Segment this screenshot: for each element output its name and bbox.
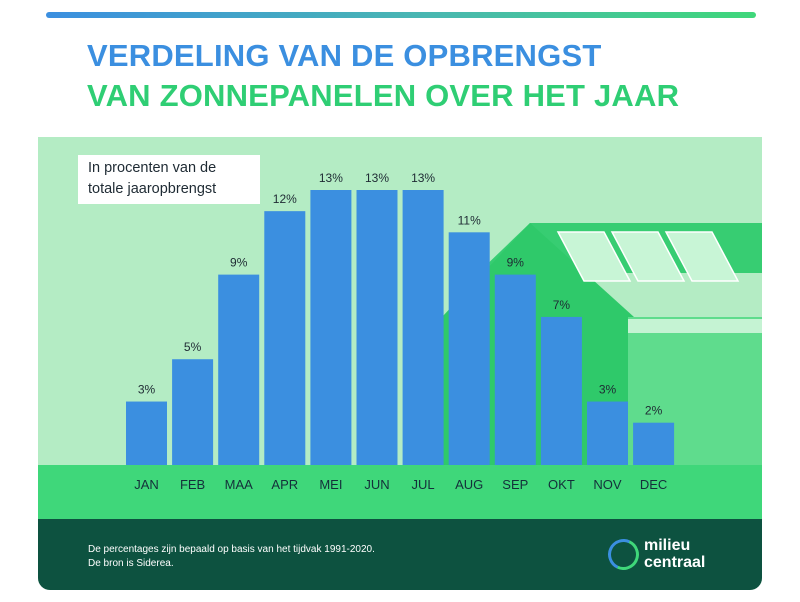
bar-nov: [587, 401, 628, 465]
x-tick-label-jun: JUN: [364, 477, 389, 492]
value-label-jan: 3%: [138, 383, 156, 397]
bar-jul: [402, 190, 444, 465]
logo-line-2: centraal: [644, 554, 706, 571]
bar-jan: [126, 401, 167, 465]
x-tick-label-feb: FEB: [180, 477, 205, 492]
x-tick-label-mei: MEI: [319, 477, 342, 492]
logo-wordmark: milieu centraal: [644, 537, 705, 571]
ground-band: [38, 465, 762, 519]
x-tick-label-nov: NOV: [593, 477, 622, 492]
source-note: De percentages zijn bepaald op basis van…: [88, 543, 375, 571]
value-label-nov: 3%: [599, 383, 617, 397]
x-tick-label-okt: OKT: [548, 477, 575, 492]
bar-aug: [448, 232, 490, 465]
chart-subtitle-box: In procenten van de totale jaaropbrengst: [78, 155, 260, 204]
x-tick-label-aug: AUG: [455, 477, 483, 492]
bar-chart: 3% JAN 5% FEB 9% MAA 12% APR 13% MEI 13% JUN 13% JUL 1…: [38, 171, 762, 519]
source-line-2: De bron is Siderea.: [88, 558, 174, 569]
bar-apr: [264, 211, 306, 465]
milieu-centraal-logo: milieu centraal: [603, 534, 728, 577]
house-illustration: [442, 223, 762, 467]
house-eave: [628, 319, 762, 333]
title-line-1: VERDELING VAN DE OPBRENGST: [87, 38, 602, 73]
subtitle-line-2: totale jaaropbrengst: [88, 181, 217, 197]
value-label-aug: 11%: [458, 213, 481, 227]
subtitle-line-1: In procenten van de: [88, 160, 217, 176]
value-label-sep: 9%: [507, 256, 525, 270]
x-tick-label-maa: MAA: [225, 477, 254, 492]
bar-mei: [310, 190, 352, 465]
value-label-dec: 2%: [645, 404, 663, 418]
x-tick-label-sep: SEP: [502, 477, 528, 492]
solar-panel: [610, 231, 686, 282]
x-tick-label-jan: JAN: [134, 477, 159, 492]
bars-group: 3% JAN 5% FEB 9% MAA 12% APR 13% MEI 13% JUN 13% JUL 1…: [126, 171, 675, 492]
bar-okt: [540, 316, 582, 465]
value-label-feb: 5%: [184, 340, 202, 354]
bar-feb: [172, 359, 214, 465]
value-label-mei: 13%: [319, 171, 343, 185]
value-label-maa: 9%: [230, 256, 248, 270]
solar-panel: [556, 231, 632, 282]
x-tick-label-dec: DEC: [640, 477, 667, 492]
logo-ring-icon: [603, 534, 644, 575]
x-tick-label-apr: APR: [271, 477, 298, 492]
bar-sep: [494, 274, 536, 465]
solar-panel: [664, 231, 740, 282]
bar-jun: [356, 190, 398, 465]
source-line-1: De percentages zijn bepaald op basis van…: [88, 544, 375, 555]
bar-dec: [633, 422, 675, 465]
value-label-apr: 12%: [273, 192, 297, 206]
x-tick-label-jul: JUL: [412, 477, 435, 492]
bar-maa: [218, 274, 260, 465]
top-accent-bar: [46, 12, 756, 18]
footer: De percentages zijn bepaald op basis van…: [38, 519, 762, 590]
title-line-2: VAN ZONNEPANELEN OVER HET JAAR: [87, 78, 680, 113]
value-label-jun: 13%: [365, 171, 389, 185]
value-label-okt: 7%: [553, 298, 571, 312]
house-gable: [442, 223, 634, 467]
value-label-jul: 13%: [411, 171, 435, 185]
logo-line-1: milieu: [644, 537, 691, 554]
chart-card: 3% JAN 5% FEB 9% MAA 12% APR 13% MEI 13% JUN 13% JUL 1…: [38, 137, 762, 590]
